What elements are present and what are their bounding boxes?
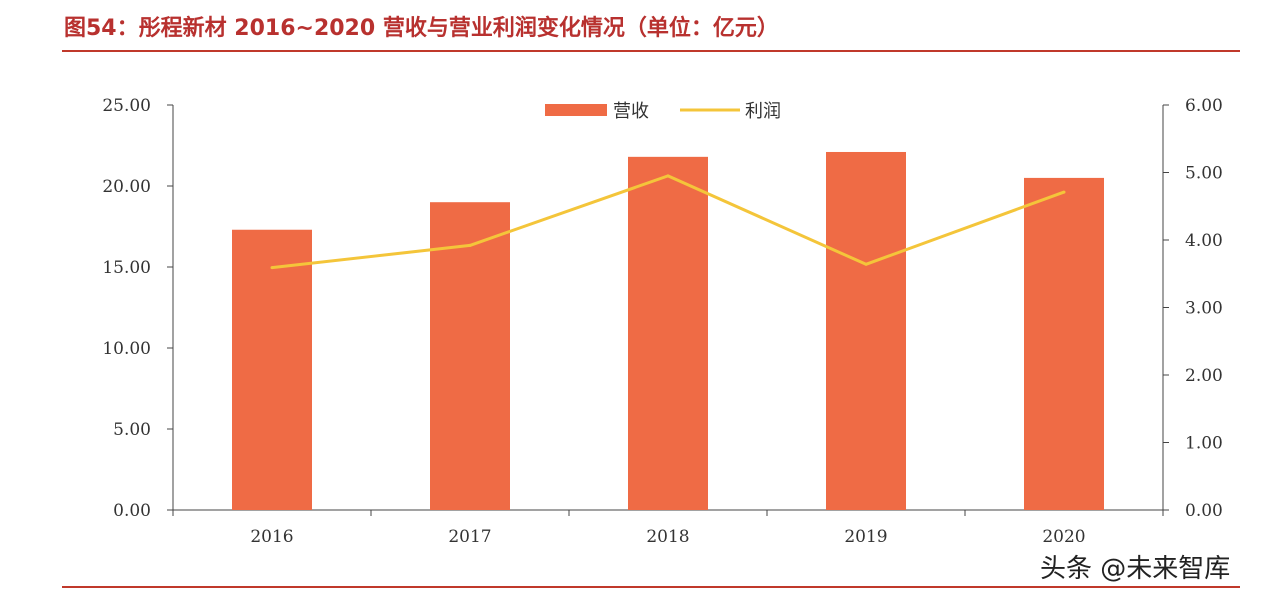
right-tick-label: 2.00 xyxy=(1185,366,1223,386)
chart-title: 图54：彤程新材 2016~2020 营收与营业利润变化情况（单位：亿元） xyxy=(64,16,779,41)
bar-revenue-2019 xyxy=(826,151,906,511)
bar-revenue-2017 xyxy=(430,202,510,510)
x-tick-label: 2016 xyxy=(250,527,293,547)
legend-label-profit: 利润 xyxy=(745,101,781,122)
right-tick-label: 5.00 xyxy=(1185,164,1223,184)
left-tick-label: 25.00 xyxy=(102,96,151,116)
x-tick-label: 2020 xyxy=(1042,527,1085,547)
left-tick-label: 15.00 xyxy=(102,258,151,278)
profit-point-2020 xyxy=(1062,190,1066,194)
profit-point-2017 xyxy=(468,243,472,247)
right-tick-label: 1.00 xyxy=(1185,434,1223,454)
left-tick-label: 5.00 xyxy=(113,420,151,440)
profit-point-2018 xyxy=(666,174,670,178)
watermark: 头条 @未来智库 xyxy=(1040,554,1231,584)
bottom-divider xyxy=(62,586,1240,588)
left-tick-label: 20.00 xyxy=(102,177,151,197)
legend: 营收 利润 xyxy=(545,101,781,122)
profit-point-2019 xyxy=(864,262,868,266)
bar-revenue-2016 xyxy=(232,229,312,511)
right-tick-label: 4.00 xyxy=(1185,231,1223,251)
right-tick-label: 3.00 xyxy=(1185,299,1223,319)
legend-label-revenue: 营收 xyxy=(613,101,649,122)
legend-swatch-revenue xyxy=(545,104,607,116)
title-divider xyxy=(62,50,1240,52)
right-tick-label: 0.00 xyxy=(1185,501,1223,521)
profit-line xyxy=(270,174,1066,270)
x-tick-label: 2018 xyxy=(646,527,689,547)
right-tick-label: 6.00 xyxy=(1185,96,1223,116)
x-tick-label: 2019 xyxy=(844,527,887,547)
bar-revenue-2020 xyxy=(1024,177,1104,510)
left-tick-label: 10.00 xyxy=(102,339,151,359)
profit-point-2016 xyxy=(270,266,274,270)
right-y-axis: 0.00 1.00 2.00 3.00 4.00 5.00 6.00 xyxy=(1162,96,1223,521)
revenue-bars xyxy=(232,151,1104,511)
bar-revenue-2018 xyxy=(628,156,708,510)
left-tick-label: 0.00 xyxy=(113,501,151,521)
x-axis: 2016 2017 2018 2019 2020 xyxy=(172,509,1164,547)
x-tick-label: 2017 xyxy=(448,527,491,547)
left-y-axis: 0.00 5.00 10.00 15.00 20.00 25.00 xyxy=(102,96,174,521)
